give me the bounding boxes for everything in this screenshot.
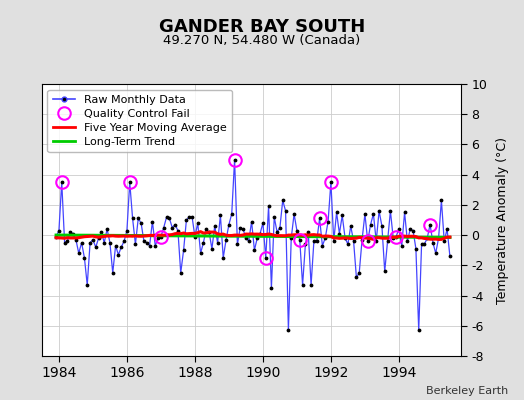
Text: GANDER BAY SOUTH: GANDER BAY SOUTH (159, 18, 365, 36)
Legend: Raw Monthly Data, Quality Control Fail, Five Year Moving Average, Long-Term Tren: Raw Monthly Data, Quality Control Fail, … (48, 90, 233, 152)
Text: Berkeley Earth: Berkeley Earth (426, 386, 508, 396)
Y-axis label: Temperature Anomaly (°C): Temperature Anomaly (°C) (496, 136, 509, 304)
Text: 49.270 N, 54.480 W (Canada): 49.270 N, 54.480 W (Canada) (163, 34, 361, 47)
